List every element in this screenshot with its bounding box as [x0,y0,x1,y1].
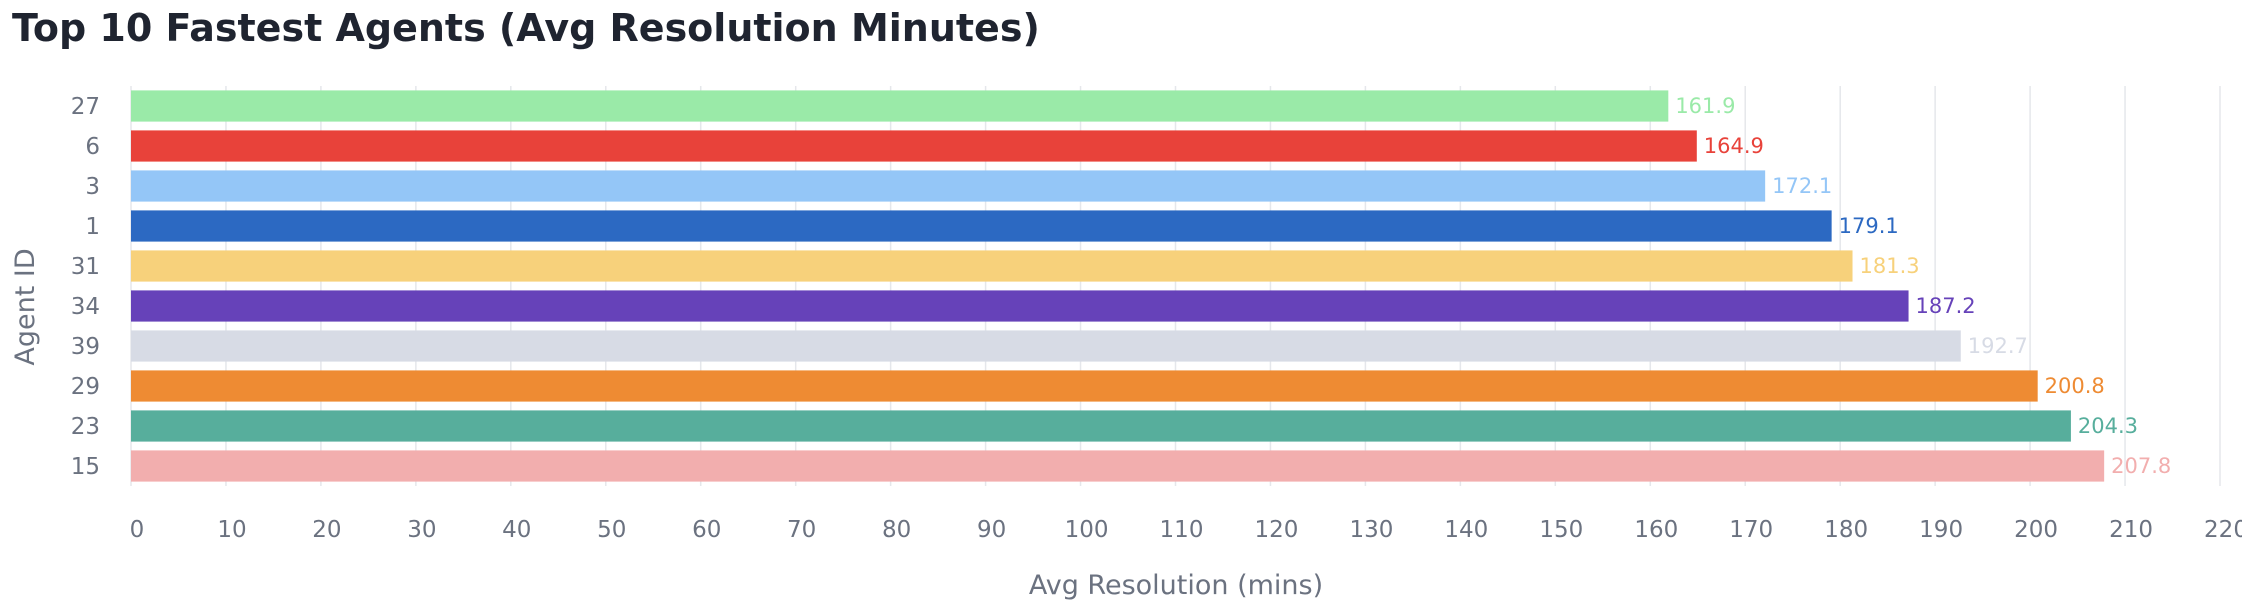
x-tick-label: 50 [597,517,626,543]
data-label-agent-15: 207.8 [2111,454,2171,478]
bar-agent-6 [131,130,1697,162]
x-tick-label: 60 [692,517,721,543]
x-tick-label: 110 [1160,517,1204,543]
y-tick-label: 34 [71,294,100,320]
data-label-agent-3: 172.1 [1772,174,1832,198]
x-tick-label: 20 [312,517,341,543]
y-tick-label: 23 [71,414,100,440]
x-tick-label: 70 [787,517,816,543]
x-tick-label: 0 [130,517,145,543]
data-label-agent-6: 164.9 [1704,134,1764,158]
y-tick-label: 29 [71,374,100,400]
bar-agent-15 [131,450,2105,482]
data-label-agent-23: 204.3 [2078,414,2138,438]
data-label-agent-31: 181.3 [1860,254,1920,278]
chart-title: Top 10 Fastest Agents (Avg Resolution Mi… [12,6,1040,50]
y-tick-label: 31 [71,254,100,280]
bars [131,90,2105,482]
x-tick-label: 80 [882,517,911,543]
y-tick-label: 27 [71,94,100,120]
data-label-agent-1: 179.1 [1839,214,1899,238]
x-tick-label: 90 [977,517,1006,543]
x-tick-label: 180 [1824,517,1868,543]
x-tick-label: 170 [1729,517,1773,543]
data-label-agent-27: 161.9 [1675,94,1735,118]
data-label-agent-29: 200.8 [2045,374,2105,398]
x-tick-label: 30 [407,517,436,543]
x-tick-label: 210 [2109,517,2153,543]
x-tick-label: 200 [2014,517,2058,543]
x-axis-title: Avg Resolution (mins) [1029,570,1323,601]
y-tick-label: 6 [85,134,100,160]
x-tick-label: 160 [1634,517,1678,543]
bar-agent-23 [131,410,2071,442]
bar-agent-27 [131,90,1669,122]
x-tick-label: 150 [1539,517,1583,543]
data-label-agent-39: 192.7 [1968,334,2028,358]
y-tick-label: 15 [71,454,100,480]
bar-agent-29 [131,370,2038,402]
bar-agent-1 [131,210,1832,242]
x-tick-label: 10 [217,517,246,543]
bar-agent-34 [131,290,1909,322]
bar-agent-31 [131,250,1853,282]
data-labels: 161.9 164.9 172.1 179.1 181.3 187.2 192.7 200.8… [1675,94,2171,478]
bar-agent-39 [131,330,1961,362]
x-tick-label: 130 [1349,517,1393,543]
x-tick-label: 40 [502,517,531,543]
data-label-agent-34: 187.2 [1916,294,1976,318]
x-tick-label: 190 [1919,517,1963,543]
x-tick-label: 220 [2204,517,2242,543]
y-tick-label: 3 [85,174,100,200]
x-tick-label: 140 [1444,517,1488,543]
y-tick-label: 1 [85,214,100,240]
x-tick-label: 100 [1065,517,1109,543]
x-axis-ticks: 0 10 20 30 40 50 60 70 80 90 100 110 120 130 140 150 160… [130,517,2242,543]
y-tick-label: 39 [71,334,100,360]
bar-agent-3 [131,170,1766,202]
y-axis-title: Agent ID [10,248,41,365]
x-tick-label: 120 [1255,517,1299,543]
